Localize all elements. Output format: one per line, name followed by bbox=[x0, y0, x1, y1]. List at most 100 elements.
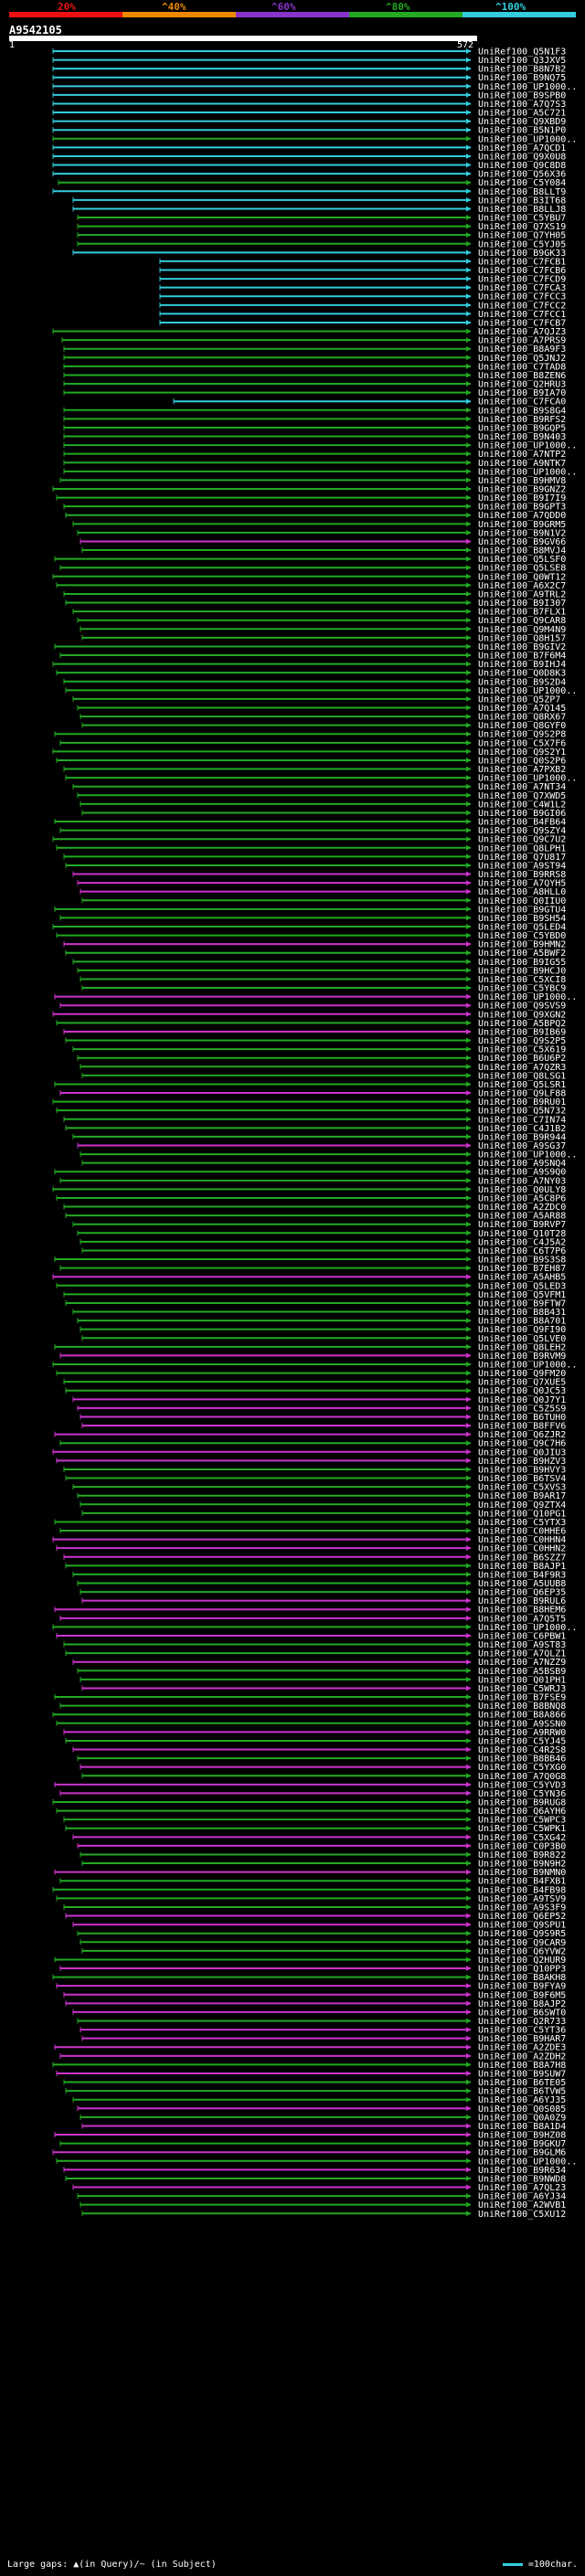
hit-label[interactable]: UniRef100_Q9CAR8 bbox=[478, 616, 566, 626]
hit-label[interactable]: UniRef100_C5YTX3 bbox=[478, 1518, 566, 1528]
hit-label[interactable]: UniRef100_A7QLZ1 bbox=[478, 1649, 566, 1659]
hit-label[interactable]: UniRef100_Q9X0U8 bbox=[478, 152, 566, 162]
hit-label[interactable]: UniRef100_B9RUL6 bbox=[478, 1596, 566, 1606]
hit-label[interactable]: UniRef100_B9I7I9 bbox=[478, 493, 566, 504]
hit-label[interactable]: UniRef100_B9HZ08 bbox=[478, 2131, 566, 2141]
hit-label[interactable]: UniRef100_Q3JXV5 bbox=[478, 56, 566, 66]
hit-label[interactable]: UniRef100_C5YT36 bbox=[478, 2026, 566, 2036]
hit-label[interactable]: UniRef100_Q7YH05 bbox=[478, 231, 566, 241]
hit-label[interactable]: UniRef100_C5XCI8 bbox=[478, 975, 566, 985]
hit-label[interactable]: UniRef100_B9I307 bbox=[478, 599, 566, 609]
hit-label[interactable]: UniRef100_UP1000.. bbox=[478, 467, 577, 477]
hit-label[interactable]: UniRef100_Q10PG1 bbox=[478, 1509, 566, 1519]
hit-label[interactable]: UniRef100_B4FXB1 bbox=[478, 1877, 566, 1887]
hit-label[interactable]: UniRef100_Q7XS19 bbox=[478, 222, 566, 232]
hit-label[interactable]: UniRef100_B7EH87 bbox=[478, 1264, 566, 1274]
hit-label[interactable]: UniRef100_B9RFS2 bbox=[478, 415, 566, 425]
hit-label[interactable]: UniRef100_Q9S2P8 bbox=[478, 730, 566, 740]
hit-label[interactable]: UniRef100_C6PBW1 bbox=[478, 1631, 566, 1641]
hit-label[interactable]: UniRef100_Q5LSE8 bbox=[478, 564, 566, 574]
hit-label[interactable]: UniRef100_B8MVJ4 bbox=[478, 546, 566, 557]
hit-label[interactable]: UniRef100_C7FCC1 bbox=[478, 310, 566, 320]
hit-label[interactable]: UniRef100_B9RVM9 bbox=[478, 1352, 566, 1362]
hit-label[interactable]: UniRef100_B4F9R3 bbox=[478, 1570, 566, 1580]
hit-label[interactable]: UniRef100_B8AJP2 bbox=[478, 1999, 566, 2009]
hit-label[interactable]: UniRef100_B9HZV3 bbox=[478, 1457, 566, 1467]
hit-label[interactable]: UniRef100_Q56X36 bbox=[478, 170, 566, 180]
hit-label[interactable]: UniRef100_Q0D8K3 bbox=[478, 669, 566, 679]
hit-label[interactable]: UniRef100_C4R2S8 bbox=[478, 1745, 566, 1755]
hit-label[interactable]: UniRef100_B7FLX1 bbox=[478, 608, 566, 618]
hit-label[interactable]: UniRef100_UP1000.. bbox=[478, 82, 577, 92]
hit-label[interactable]: UniRef100_B9R822 bbox=[478, 1850, 566, 1860]
hit-label[interactable]: UniRef100_B9RU01 bbox=[478, 1097, 566, 1108]
hit-label[interactable]: UniRef100_B9GKU7 bbox=[478, 2139, 566, 2149]
hit-label[interactable]: UniRef100_C5YBC9 bbox=[478, 984, 566, 994]
hit-label[interactable]: UniRef100_C5XU12 bbox=[478, 2210, 566, 2220]
hit-label[interactable]: UniRef100_B8LLJ8 bbox=[478, 205, 566, 215]
hit-label[interactable]: UniRef100_C0HHN4 bbox=[478, 1535, 566, 1545]
hit-label[interactable]: UniRef100_B9HVY3 bbox=[478, 1465, 566, 1475]
hit-label[interactable]: UniRef100_C5YN36 bbox=[478, 1789, 566, 1799]
hit-label[interactable]: UniRef100_B9GTU4 bbox=[478, 905, 566, 915]
hit-label[interactable]: UniRef100_Q6AYH6 bbox=[478, 1807, 566, 1817]
hit-label[interactable]: UniRef100_A6YJ34 bbox=[478, 2192, 566, 2202]
hit-label[interactable]: UniRef100_B9HMN2 bbox=[478, 940, 566, 950]
hit-label[interactable]: UniRef100_Q10PP3 bbox=[478, 1965, 566, 1975]
hit-label[interactable]: UniRef100_Q9LF88 bbox=[478, 1089, 566, 1099]
hit-label[interactable]: UniRef100_A9NTK7 bbox=[478, 459, 566, 469]
hit-label[interactable]: UniRef100_B9IHJ4 bbox=[478, 660, 566, 670]
hit-label[interactable]: UniRef100_B9IA70 bbox=[478, 388, 566, 398]
hit-label[interactable]: UniRef100_Q0J7Y1 bbox=[478, 1395, 566, 1405]
hit-label[interactable]: UniRef100_B3IT68 bbox=[478, 196, 566, 206]
hit-label[interactable]: UniRef100_A2WVB1 bbox=[478, 2200, 566, 2210]
hit-label[interactable]: UniRef100_C5YJ05 bbox=[478, 239, 566, 249]
hit-label[interactable]: UniRef100_Q7XUE5 bbox=[478, 1378, 566, 1388]
hit-label[interactable]: UniRef100_A9SG37 bbox=[478, 1141, 566, 1151]
hit-label[interactable]: UniRef100_B9S2D4 bbox=[478, 677, 566, 687]
hit-label[interactable]: UniRef100_B9NQ75 bbox=[478, 73, 566, 83]
hit-label[interactable]: UniRef100_UP1000.. bbox=[478, 774, 577, 784]
hit-label[interactable]: UniRef100_C7FCC3 bbox=[478, 292, 566, 302]
hit-label[interactable]: UniRef100_C4J5A2 bbox=[478, 1237, 566, 1247]
hit-label[interactable]: UniRef100_B9NWD8 bbox=[478, 2174, 566, 2184]
hit-label[interactable]: UniRef100_B9R944 bbox=[478, 1132, 566, 1142]
hit-label[interactable]: UniRef100_C5YVD3 bbox=[478, 1780, 566, 1790]
hit-label[interactable]: UniRef100_UP1000.. bbox=[478, 992, 577, 1002]
hit-label[interactable]: UniRef100_C5XVS3 bbox=[478, 1483, 566, 1493]
hit-label[interactable]: UniRef100_B9RUG8 bbox=[478, 1798, 566, 1808]
hit-label[interactable]: UniRef100_A2ZDE3 bbox=[478, 2043, 566, 2053]
hit-label[interactable]: UniRef100_B8B431 bbox=[478, 1308, 566, 1318]
hit-label[interactable]: UniRef100_Q9S9R5 bbox=[478, 1929, 566, 1939]
hit-label[interactable]: UniRef100_B9S3S8 bbox=[478, 1256, 566, 1266]
hit-label[interactable]: UniRef100_Q0JIU3 bbox=[478, 1447, 566, 1458]
hit-label[interactable]: UniRef100_Q8RX67 bbox=[478, 713, 566, 723]
hit-label[interactable]: UniRef100_B9AR17 bbox=[478, 1491, 566, 1501]
hit-label[interactable]: UniRef100_A7NZZ9 bbox=[478, 1658, 566, 1668]
hit-label[interactable]: UniRef100_Q5LSR1 bbox=[478, 1080, 566, 1090]
hit-label[interactable]: UniRef100_UP1000.. bbox=[478, 441, 577, 451]
hit-label[interactable]: UniRef100_B9GV66 bbox=[478, 537, 566, 547]
hit-label[interactable]: UniRef100_Q8GYF0 bbox=[478, 721, 566, 731]
hit-label[interactable]: UniRef100_B9N1V2 bbox=[478, 528, 566, 538]
hit-label[interactable]: UniRef100_Q9SPU1 bbox=[478, 1921, 566, 1931]
hit-label[interactable]: UniRef100_B6TUH0 bbox=[478, 1413, 566, 1423]
hit-label[interactable]: UniRef100_Q6YVW2 bbox=[478, 1946, 566, 1956]
hit-label[interactable]: UniRef100_B7F6M4 bbox=[478, 652, 566, 662]
hit-label[interactable]: UniRef100_A2ZDC0 bbox=[478, 1203, 566, 1213]
hit-label[interactable]: UniRef100_B8AKH8 bbox=[478, 1973, 566, 1983]
hit-label[interactable]: UniRef100_A2ZDH2 bbox=[478, 2051, 566, 2062]
hit-label[interactable]: UniRef100_C5X619 bbox=[478, 1045, 566, 1055]
hit-label[interactable]: UniRef100_Q9S2Y1 bbox=[478, 747, 566, 758]
hit-label[interactable]: UniRef100_B8ZEN6 bbox=[478, 371, 566, 381]
hit-label[interactable]: UniRef100_UP1000.. bbox=[478, 1623, 577, 1633]
hit-label[interactable]: UniRef100_C5YBD0 bbox=[478, 931, 566, 941]
hit-label[interactable]: UniRef100_Q2R733 bbox=[478, 2017, 566, 2027]
hit-label[interactable]: UniRef100_Q9M4N9 bbox=[478, 625, 566, 635]
hit-label[interactable]: UniRef100_A5UUB8 bbox=[478, 1579, 566, 1589]
hit-label[interactable]: UniRef100_Q5JNJ2 bbox=[478, 354, 566, 364]
hit-label[interactable]: UniRef100_A7QCD1 bbox=[478, 143, 566, 154]
hit-label[interactable]: UniRef100_UP1000.. bbox=[478, 686, 577, 696]
hit-label[interactable]: UniRef100_B6SWT0 bbox=[478, 2008, 566, 2018]
hit-label[interactable]: UniRef100_A8HLL0 bbox=[478, 887, 566, 897]
